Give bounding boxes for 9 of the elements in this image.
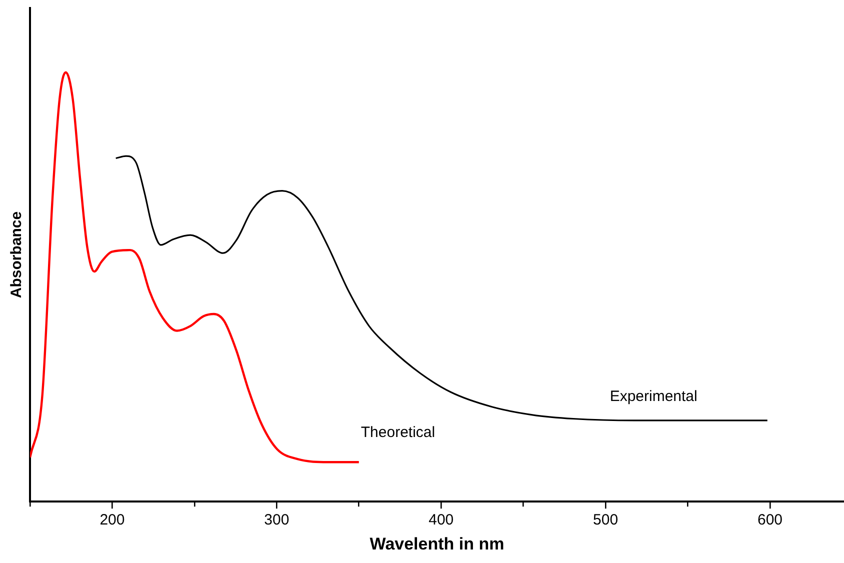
y-axis-title: Absorbance	[8, 211, 26, 298]
series-label: Theoretical	[360, 424, 436, 441]
x-axis-title: Wavelenth in nm	[370, 534, 504, 554]
x-tick-label: 500	[593, 512, 618, 529]
series-label: Experimental	[610, 388, 698, 406]
x-tick-label: 200	[100, 512, 125, 529]
x-tick-label: 400	[428, 512, 454, 529]
x-tick-label: 600	[757, 512, 783, 529]
x-tick-label: 300	[264, 512, 290, 529]
